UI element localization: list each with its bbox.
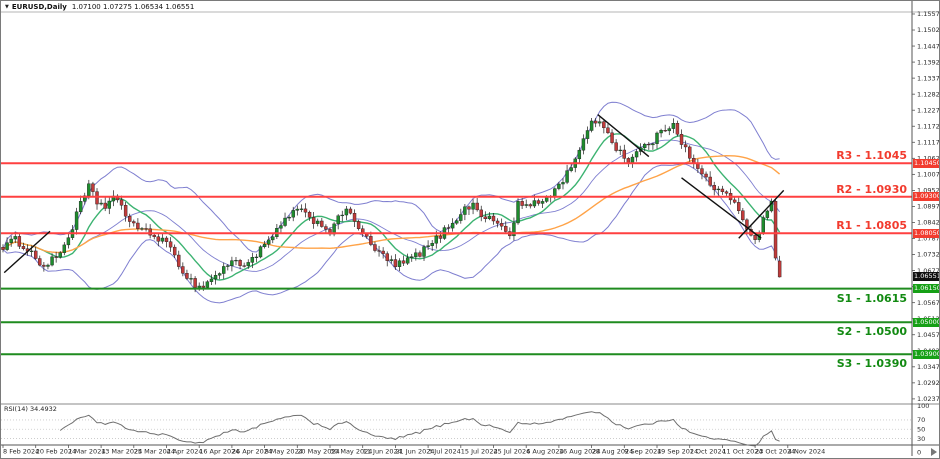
price-tick-label: 1.13920: [917, 58, 940, 66]
price-tick-label: 1.11170: [917, 138, 940, 146]
rsi-line: [59, 411, 780, 447]
price-tick-label: 1.08420: [917, 219, 940, 227]
date-tick-label: 13 Mar 2024: [101, 448, 142, 456]
date-tick-label: 25 Jul 2024: [494, 448, 531, 456]
date-tick-label: 30 May 2024: [330, 448, 372, 456]
price-axis: 1.023701.029201.034701.040201.045701.051…: [912, 10, 940, 457]
date-tick-label: 1 Mar 2024: [68, 448, 105, 456]
price-tick-label: 1.05670: [917, 299, 940, 307]
date-tick-label: 8 Feb 2024: [3, 448, 39, 456]
rsi-scale-label: 50: [917, 425, 925, 433]
resistance-label-r3: R3 - 1.1045: [836, 149, 907, 163]
price-tick-label: 1.11720: [917, 122, 940, 130]
price-tick-label: 1.04570: [917, 331, 940, 339]
axis-price-box-r3: 1.10450: [913, 158, 940, 168]
rsi-indicator-label: RSI(14) 34.4932: [4, 405, 57, 413]
chart-marker-icon: ▼: [5, 4, 9, 10]
axis-price-box-r1: 1.08050: [913, 228, 940, 238]
price-tick-label: 1.12270: [917, 106, 940, 114]
date-tick-label: 8 May 2024: [265, 448, 303, 456]
axis-current-price-box: 1.06551: [913, 272, 940, 282]
date-tick-label: 16 Apr 2024: [199, 448, 239, 456]
support-label-s1: S1 - 1.0615: [836, 291, 907, 305]
symbol-timeframe-label: EURUSD,Daily: [11, 3, 67, 11]
price-tick-label: 1.06770: [917, 267, 940, 275]
trendline-1: [3, 230, 51, 274]
price-tick-label: 1.10620: [917, 155, 940, 163]
axis-price-box-s2: 1.05000: [913, 317, 940, 327]
rsi-pane: [1, 411, 912, 447]
trendline-2: [597, 114, 650, 158]
date-tick-label: 4 Nov 2024: [788, 448, 826, 456]
date-tick-label: 11 Jun 2024: [363, 448, 402, 456]
resistance-label-r1: R1 - 1.0805: [836, 219, 907, 233]
level-lines: [1, 162, 912, 356]
price-tick-label: 1.13370: [917, 74, 940, 82]
rsi-scale-label: 30: [917, 435, 925, 443]
date-tick-label: 15 Jul 2024: [461, 448, 498, 456]
date-tick-label: 1 Oct 2024: [690, 448, 726, 456]
axis-price-box-s1: 1.06150: [913, 284, 940, 294]
price-tick-label: 1.03470: [917, 363, 940, 371]
scroll-end-icon[interactable]: [931, 448, 937, 456]
price-tick-label: 1.15570: [917, 10, 940, 18]
date-tick-label: 4 Apr 2024: [167, 448, 203, 456]
ohlc-values: 1.07100 1.07275 1.06534 1.06551: [71, 3, 195, 11]
date-tick-label: 23 Oct 2024: [755, 448, 795, 456]
price-tick-label: 1.02370: [917, 395, 940, 403]
ma-fast-line: [2, 133, 781, 281]
support-label-s3: S3 - 1.0390: [836, 357, 907, 371]
trendlines-group: [3, 114, 785, 274]
price-tick-label: 1.07320: [917, 251, 940, 259]
candles-group: [1, 116, 782, 293]
date-tick-label: 20 Feb 2024: [36, 448, 76, 456]
price-tick-label: 1.08970: [917, 203, 940, 211]
price-tick-label: 1.02920: [917, 379, 940, 387]
date-tick-label: 21 Jun 2024: [395, 448, 434, 456]
axis-price-box-r2: 1.09300: [913, 192, 940, 202]
price-tick-label: 1.15020: [917, 26, 940, 34]
resistance-label-r2: R2 - 1.0930: [836, 182, 907, 196]
support-label-s2: S2 - 1.0500: [836, 325, 907, 339]
date-tick-label: 26 Apr 2024: [232, 448, 272, 456]
rsi-scale-label: 100: [917, 402, 929, 410]
bollinger-upper-line: [2, 101, 780, 253]
date-tick-label: 28 Aug 2024: [592, 448, 634, 456]
date-tick-label: 25 Mar 2024: [134, 448, 175, 456]
rsi-scale-label: 70: [917, 416, 925, 424]
price-tick-label: 1.14470: [917, 42, 940, 50]
date-tick-label: 3 Jul 2024: [428, 448, 461, 456]
date-tick-label: 11 Oct 2024: [722, 448, 762, 456]
chart-title-bar: ▼ EURUSD,Daily 1.07100 1.07275 1.06534 1.0…: [5, 3, 194, 12]
date-tick-label: 16 Aug 2024: [559, 448, 601, 456]
date-tick-label: 6 Aug 2024: [526, 448, 564, 456]
price-tick-label: 1.07870: [917, 235, 940, 243]
rsi-scale-label: 0: [917, 449, 921, 457]
date-tick-label: 20 May 2024: [297, 448, 339, 456]
price-tick-label: 1.09520: [917, 187, 940, 195]
price-tick-label: 1.12820: [917, 90, 940, 98]
axis-price-box-s3: 1.03900: [913, 349, 940, 359]
ma-slow-line: [2, 154, 781, 254]
trendline-4: [738, 189, 785, 239]
date-tick-label: 19 Sep 2024: [657, 448, 698, 456]
date-tick-label: 9 Sep 2024: [624, 448, 661, 456]
